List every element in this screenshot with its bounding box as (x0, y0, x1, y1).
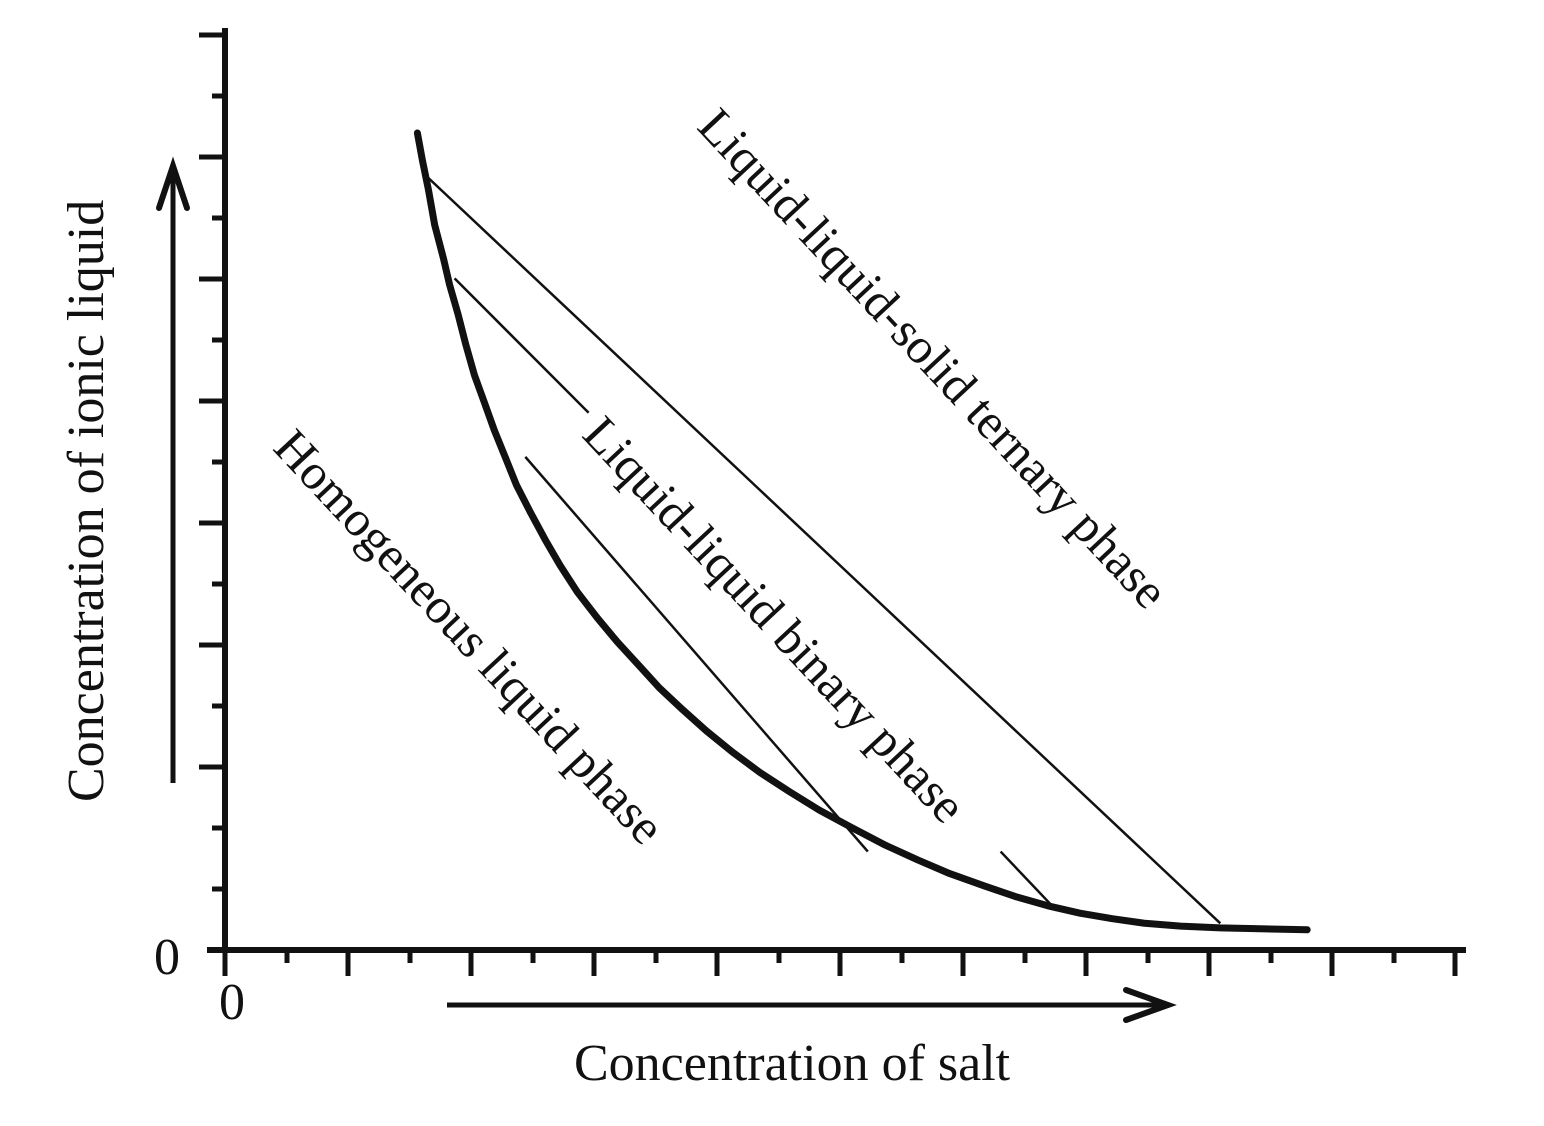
y-axis-origin-tick-label: 0 (154, 929, 180, 986)
tie-line-3 (524, 456, 869, 853)
x-axis-label: Concentration of salt (574, 1035, 1011, 1092)
x-axis-origin-tick-label: 0 (219, 974, 245, 1031)
tie-line-2 (999, 850, 1058, 912)
y-axis-label: Concentration of ionic liquid (58, 199, 115, 802)
tie-line-2 (453, 277, 590, 414)
y-axis-arrowhead-icon (156, 156, 190, 211)
tie-line-1 (427, 177, 1222, 925)
binodal-curve (413, 129, 1311, 934)
x-axis-arrowhead-icon (1123, 987, 1177, 1023)
